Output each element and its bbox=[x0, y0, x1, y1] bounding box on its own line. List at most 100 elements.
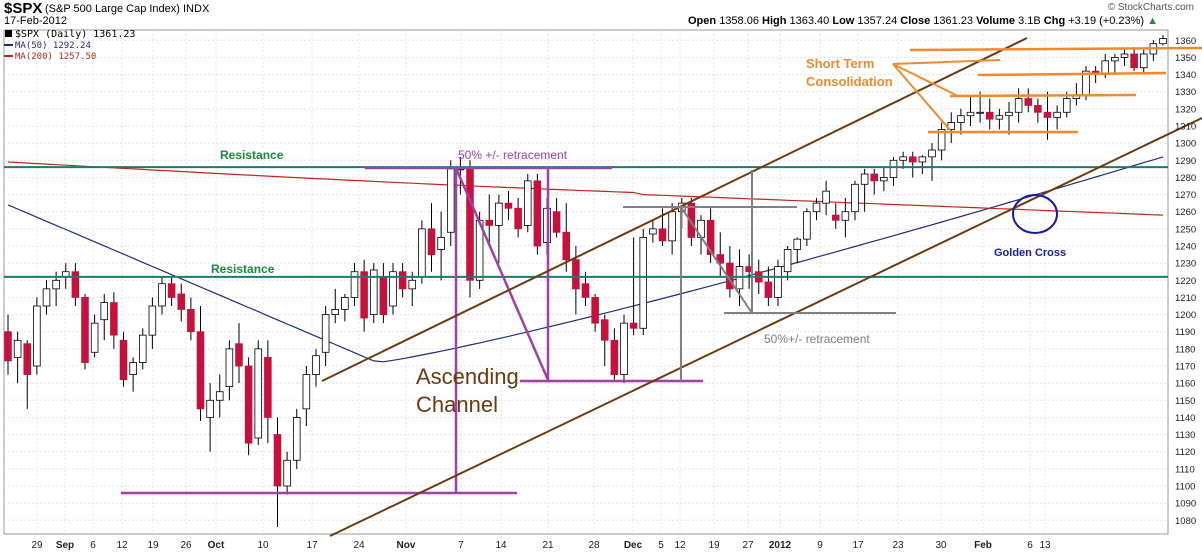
y-tick-label: 1150 bbox=[1175, 396, 1195, 407]
candle-body bbox=[379, 276, 388, 315]
moving-averages bbox=[7, 156, 1164, 363]
candle-body bbox=[215, 391, 224, 401]
candle-body bbox=[658, 228, 667, 242]
candle-body bbox=[552, 211, 561, 233]
y-tick-label: 1340 bbox=[1175, 70, 1196, 81]
candle-body bbox=[369, 269, 378, 315]
symbol: $SPX bbox=[4, 0, 43, 17]
candle-body bbox=[90, 322, 99, 353]
candle-body bbox=[321, 314, 330, 353]
x-tick-label: Sep bbox=[56, 540, 74, 551]
candle-body bbox=[446, 168, 455, 233]
candle-body bbox=[119, 339, 128, 381]
candle-body bbox=[398, 271, 407, 290]
candle-body bbox=[966, 111, 975, 117]
candle-body bbox=[81, 297, 89, 363]
candle-body bbox=[42, 288, 51, 307]
ascending-channel-label-1: Ascending bbox=[416, 364, 519, 389]
volume-value: 3.1B bbox=[1018, 15, 1041, 27]
candle-body bbox=[572, 259, 580, 290]
y-tick-label: 1090 bbox=[1175, 499, 1196, 510]
y-tick-label: 1130 bbox=[1175, 430, 1195, 441]
consolidation-pointer-line bbox=[892, 63, 959, 97]
low-value: 1357.24 bbox=[857, 15, 898, 27]
candle-body bbox=[803, 211, 811, 240]
y-tick-label: 1220 bbox=[1175, 276, 1196, 287]
candle-body bbox=[341, 297, 349, 310]
x-tick-label: Dec bbox=[624, 540, 643, 551]
candle-body bbox=[523, 180, 532, 226]
x-tick-label: Oct bbox=[208, 540, 225, 551]
consolidation-line bbox=[949, 93, 1137, 98]
x-tick-label: 5 bbox=[658, 540, 664, 551]
x-tick-label: 9 bbox=[817, 540, 823, 551]
x-tick-label: 12 bbox=[674, 540, 686, 551]
candle-body bbox=[1034, 105, 1042, 113]
x-tick-label: 14 bbox=[495, 540, 507, 551]
consolidation-line bbox=[977, 71, 1167, 77]
candle-body bbox=[52, 279, 60, 290]
candle-body bbox=[976, 111, 984, 114]
candle-body bbox=[350, 271, 359, 298]
y-tick-label: 1190 bbox=[1175, 327, 1195, 338]
x-axis: 29 Sep 6 12 19 26 Oct 10 17 24 Nov 7 14 21 28 Dec 5 12 19 2… bbox=[31, 540, 1051, 551]
candle-body bbox=[148, 305, 157, 336]
consolidation-line bbox=[909, 46, 1202, 52]
candle-body bbox=[1053, 111, 1061, 118]
index-name: (S&P 500 Large Cap Index) INDX bbox=[45, 3, 210, 15]
open-value: 1358.06 bbox=[719, 15, 759, 27]
y-tick-label: 1250 bbox=[1175, 224, 1196, 235]
purple-diagonal-line bbox=[454, 167, 550, 381]
candle-body bbox=[418, 228, 426, 278]
candle-body bbox=[591, 297, 599, 324]
candle-body bbox=[706, 219, 715, 255]
candle-body bbox=[620, 322, 628, 375]
candle-body bbox=[23, 343, 32, 375]
y-tick-label: 1110 bbox=[1175, 464, 1195, 475]
x-tick-label: 29 bbox=[31, 540, 43, 551]
candle-body bbox=[841, 211, 850, 221]
resistance-upper-label: Resistance bbox=[220, 148, 284, 162]
channel-lower-line bbox=[329, 117, 1202, 537]
legend-price: $SPX (Daily) 1361.23 bbox=[15, 29, 135, 40]
candle-body bbox=[918, 156, 927, 163]
ascending-channel-label-2: Channel bbox=[416, 392, 498, 417]
candle-body bbox=[504, 202, 513, 209]
candle-body bbox=[995, 115, 1004, 120]
chg-value: +3.19 (+0.23%) bbox=[1068, 15, 1145, 27]
candle-body bbox=[629, 322, 638, 329]
candle-body bbox=[899, 156, 907, 161]
x-tick-label: 17 bbox=[852, 540, 864, 551]
candle-body bbox=[889, 159, 898, 178]
x-tick-label: 26 bbox=[180, 540, 192, 551]
high-label: High bbox=[762, 15, 787, 27]
candle-body bbox=[389, 271, 397, 307]
y-tick-label: 1100 bbox=[1175, 482, 1195, 493]
candle-body bbox=[687, 202, 696, 238]
x-tick-label: 12 bbox=[116, 540, 128, 551]
candle-body bbox=[408, 279, 417, 290]
candle-body bbox=[495, 202, 503, 226]
candle-body bbox=[273, 434, 282, 487]
candle-body bbox=[1024, 98, 1033, 106]
candle-body bbox=[33, 305, 41, 367]
ma200-line bbox=[7, 161, 1164, 216]
candle-body bbox=[1130, 53, 1138, 69]
candle-body bbox=[610, 339, 619, 375]
high-value: 1363.40 bbox=[789, 15, 830, 27]
consolidation-pointer-line bbox=[892, 59, 1001, 65]
x-tick-label: 10 bbox=[257, 540, 269, 551]
y-tick-label: 1200 bbox=[1175, 310, 1196, 321]
y-tick-label: 1330 bbox=[1175, 87, 1196, 98]
golden-cross-circle bbox=[1012, 194, 1058, 234]
chg-label: Chg bbox=[1043, 15, 1066, 27]
short-term-label-2: Consolidation bbox=[806, 74, 893, 89]
candle-body bbox=[831, 214, 840, 221]
y-tick-label: 1320 bbox=[1175, 104, 1196, 115]
candle-body bbox=[668, 211, 676, 242]
candle-body bbox=[783, 249, 792, 273]
candle-body bbox=[937, 129, 946, 151]
candle-body bbox=[1111, 57, 1119, 62]
candle-body bbox=[312, 355, 320, 375]
